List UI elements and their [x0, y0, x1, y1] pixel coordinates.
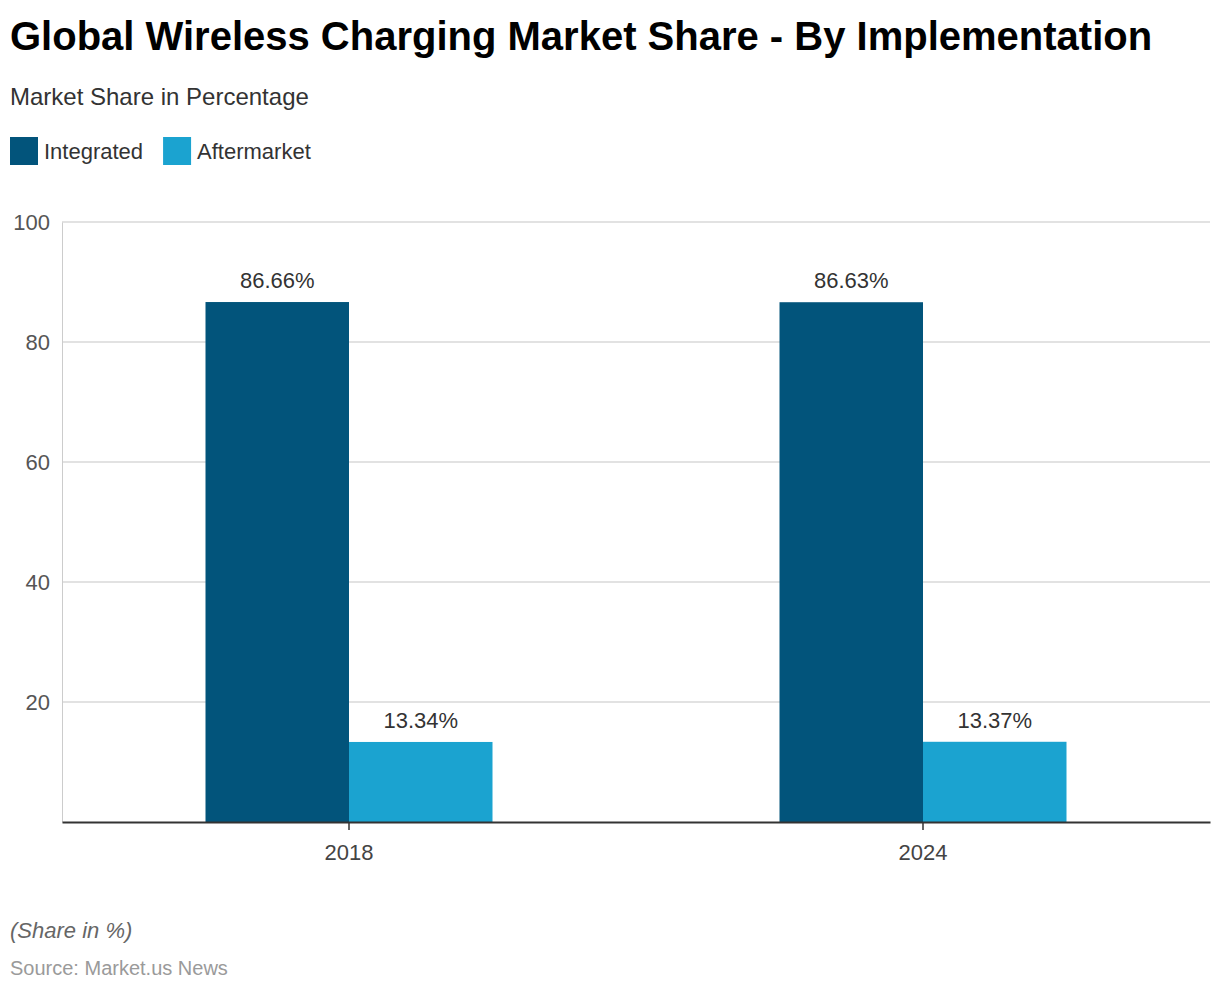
x-tick-label: 2024: [899, 840, 948, 865]
bar: [923, 742, 1067, 822]
x-tick: 2018: [325, 822, 374, 865]
plot-area: 2040608010086.66%86.63%13.34%13.37%20182…: [13, 210, 1210, 865]
legend-item: Aftermarket: [163, 137, 311, 165]
legend-swatch: [163, 137, 191, 165]
data-label: 13.34%: [383, 708, 458, 733]
bar: [780, 302, 924, 822]
x-axis-line: [63, 822, 1211, 824]
grid-line: [62, 221, 1210, 223]
chart: Global Wireless Charging Market Share - …: [0, 0, 1220, 992]
x-tick-mark: [922, 822, 924, 830]
x-axis: 2018 2024: [63, 822, 1211, 865]
x-tick: 2024: [899, 822, 948, 865]
y-tick: 100: [13, 210, 62, 235]
data-labels: 86.66% 86.63% 13.34% 13.37%: [240, 268, 1032, 733]
y-axis: 20 40 60 80 100: [13, 210, 62, 823]
bar: [206, 302, 350, 822]
x-tick-mark: [348, 822, 350, 830]
x-tick-label: 2018: [325, 840, 374, 865]
subtitle: Market Share in Percentage: [10, 83, 309, 110]
y-tick: 80: [26, 330, 62, 355]
y-tick-label: 80: [26, 330, 50, 355]
data-label: 86.63%: [814, 268, 889, 293]
y-tick-label: 40: [26, 570, 50, 595]
bars: [206, 302, 1067, 822]
bar: [349, 742, 493, 822]
y-tick: 40: [26, 570, 62, 595]
legend-label: Integrated: [44, 139, 143, 164]
data-label: 86.66%: [240, 268, 315, 293]
data-label: 13.37%: [957, 708, 1032, 733]
legend-label: Aftermarket: [197, 139, 311, 164]
y-tick: 20: [26, 690, 62, 715]
caption: (Share in %): [10, 918, 132, 943]
y-tick-label: 20: [26, 690, 50, 715]
y-tick: 60: [26, 450, 62, 475]
legend-swatch: [10, 137, 38, 165]
y-tick-label: 100: [13, 210, 50, 235]
y-tick-label: 60: [26, 450, 50, 475]
source: Source: Market.us News: [10, 957, 228, 979]
title: Global Wireless Charging Market Share - …: [10, 14, 1152, 58]
legend-item: Integrated: [10, 137, 143, 165]
y-axis-line: [62, 223, 63, 823]
